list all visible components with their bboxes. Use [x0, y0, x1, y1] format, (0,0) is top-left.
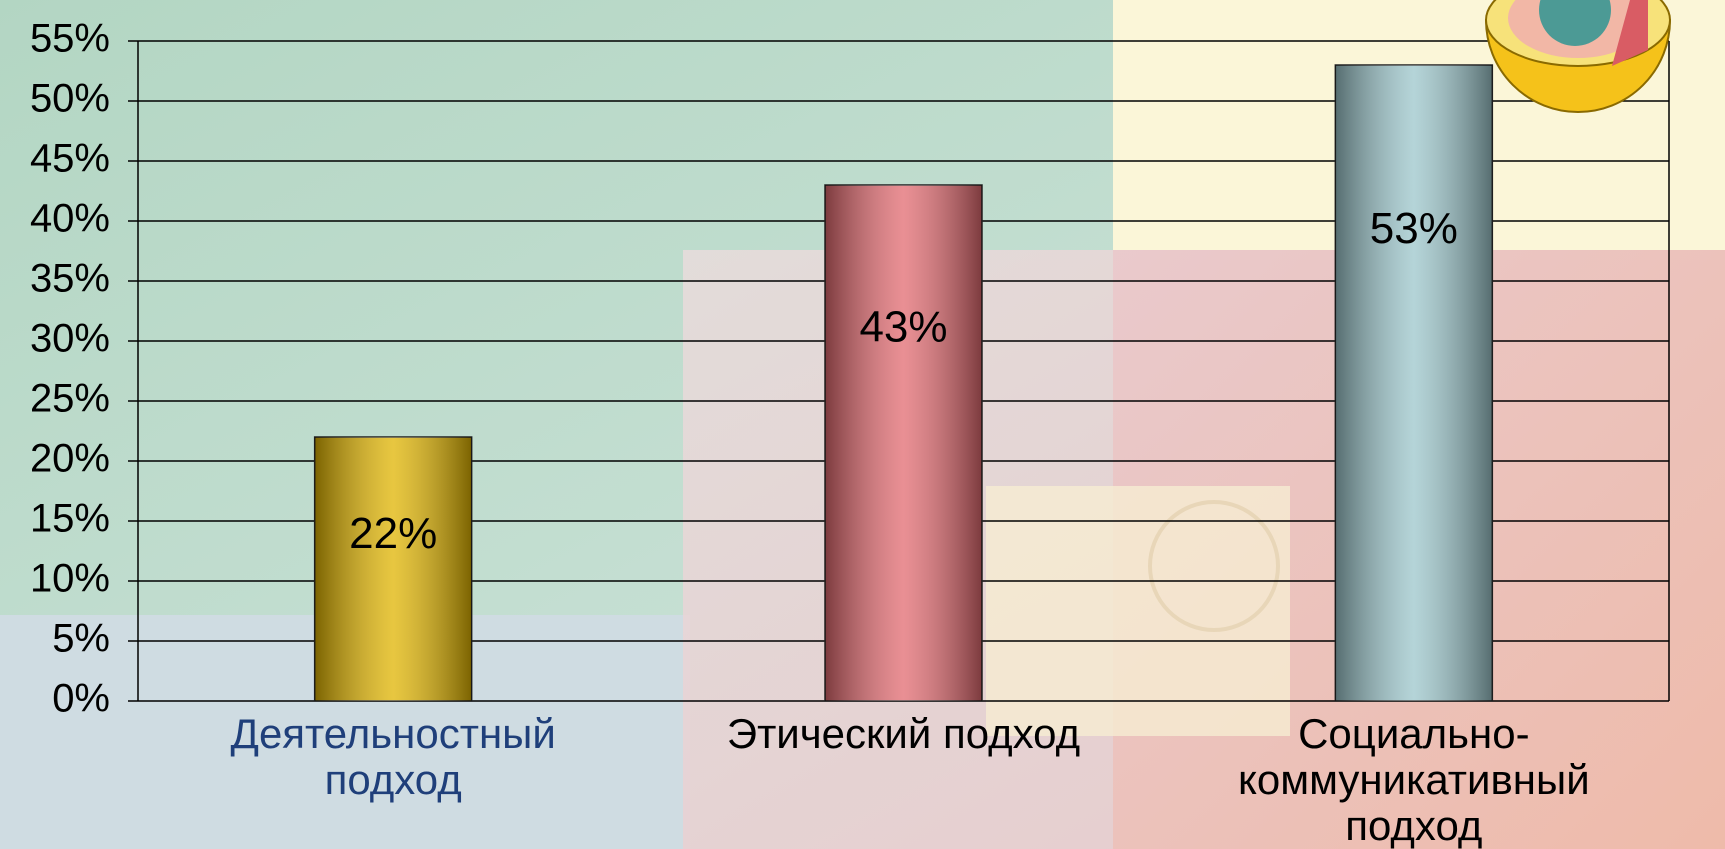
y-tick-label: 50%	[30, 77, 110, 121]
y-tick-label: 20%	[30, 437, 110, 481]
bar-shade	[1335, 65, 1492, 701]
y-tick-label: 5%	[52, 617, 110, 661]
sphere-icon	[1486, 0, 1670, 112]
value-label: 43%	[859, 303, 947, 352]
x-tick-label: Этический подход	[674, 711, 1134, 757]
value-label: 22%	[349, 509, 437, 558]
y-tick-label: 35%	[30, 257, 110, 301]
bar-shade	[825, 185, 982, 701]
page: {"chart_data": {"type": "bar", "categori…	[0, 0, 1725, 849]
x-tick-label: Деятельностный подход	[163, 711, 623, 803]
y-tick-label: 15%	[30, 497, 110, 541]
bar-shade	[315, 437, 472, 701]
x-tick-label: Социально-коммуникативный подход	[1204, 711, 1624, 849]
y-tick-label: 55%	[30, 17, 110, 61]
y-tick-label: 25%	[30, 377, 110, 421]
y-tick-label: 30%	[30, 317, 110, 361]
y-tick-label: 40%	[30, 197, 110, 241]
y-tick-label: 10%	[30, 557, 110, 601]
y-tick-label: 45%	[30, 137, 110, 181]
value-label: 53%	[1370, 204, 1458, 253]
y-tick-label: 0%	[52, 677, 110, 721]
